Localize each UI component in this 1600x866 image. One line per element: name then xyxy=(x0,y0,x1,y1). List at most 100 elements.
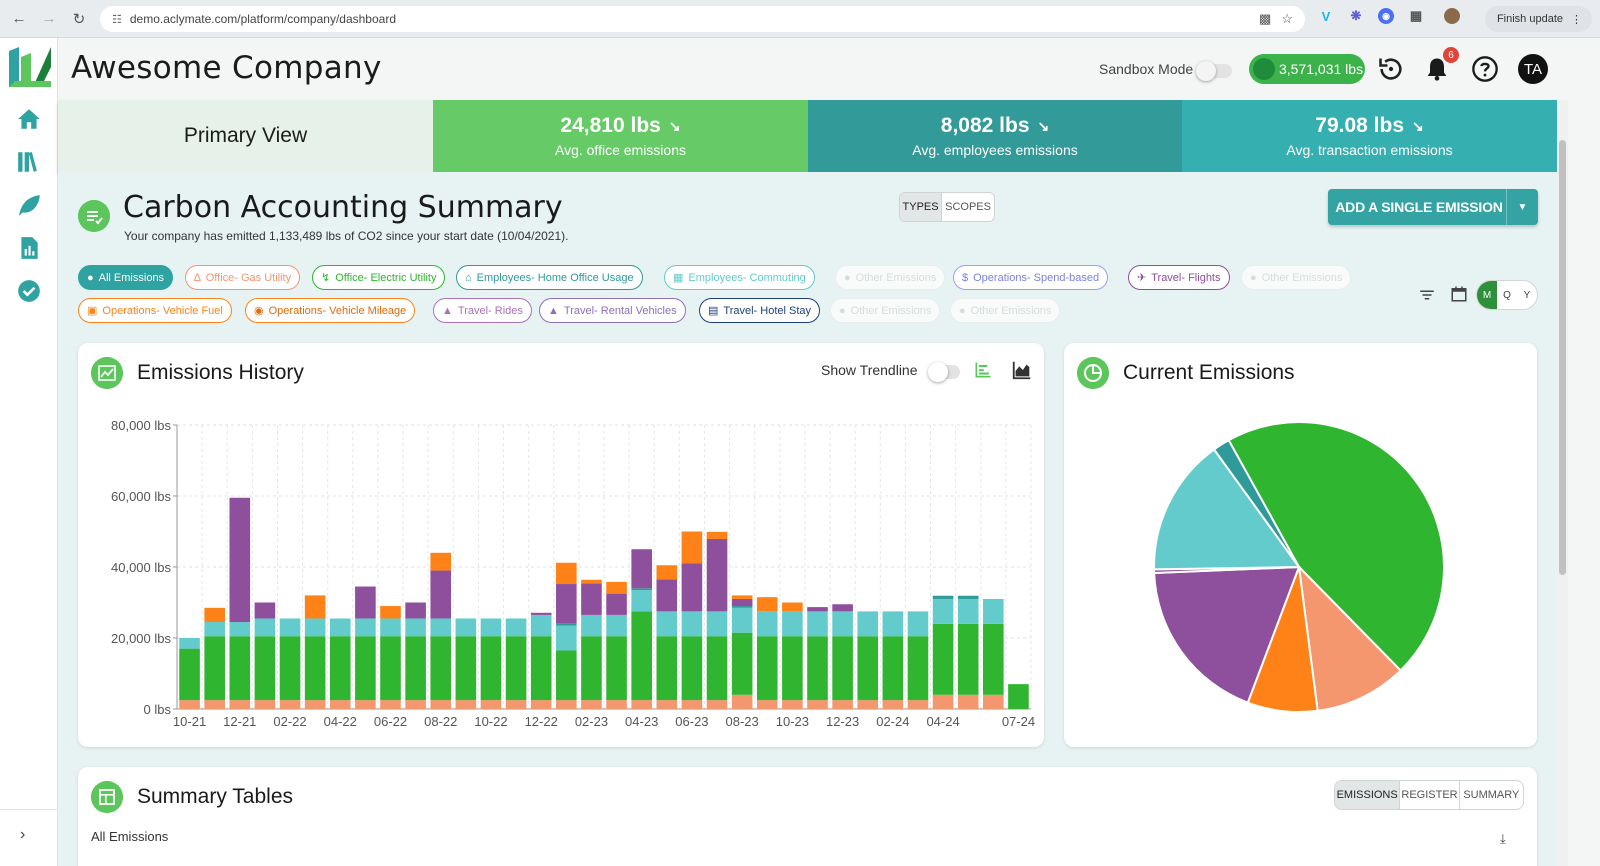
bar-segment[interactable] xyxy=(556,584,577,624)
bar-segment[interactable] xyxy=(656,700,678,709)
bar-segment[interactable] xyxy=(380,606,401,619)
bar-segment[interactable] xyxy=(179,700,200,709)
bar-segment[interactable] xyxy=(556,623,577,626)
bar-segment[interactable] xyxy=(807,636,828,701)
bar-segment[interactable] xyxy=(706,611,728,637)
bar-segment[interactable] xyxy=(907,611,929,637)
user-avatar[interactable]: TA xyxy=(1518,54,1548,84)
bar-segment[interactable] xyxy=(430,570,452,619)
bar-segment[interactable] xyxy=(430,700,452,709)
bar-segment[interactable] xyxy=(229,700,251,709)
chip-all-emissions[interactable]: ● All Emissions xyxy=(78,265,174,290)
bar-segment[interactable] xyxy=(656,565,678,580)
chip-home-office[interactable]: ⌂ Employees- Home Office Usage xyxy=(456,265,643,290)
bar-segment[interactable] xyxy=(380,700,401,709)
bar-segment[interactable] xyxy=(606,700,627,709)
bar-segment[interactable] xyxy=(756,636,778,701)
bar-segment[interactable] xyxy=(706,700,728,709)
bar-segment[interactable] xyxy=(304,618,326,637)
bar-segment[interactable] xyxy=(756,700,778,709)
back-icon[interactable]: ← xyxy=(11,10,27,27)
bar-segment[interactable] xyxy=(907,636,929,701)
bar-segment[interactable] xyxy=(832,611,853,637)
bar-segment[interactable] xyxy=(882,611,904,637)
bar-segment[interactable] xyxy=(254,602,276,619)
bar-segment[interactable] xyxy=(405,602,426,619)
bar-segment[interactable] xyxy=(329,618,351,637)
help-icon[interactable] xyxy=(1471,55,1499,83)
bar-segment[interactable] xyxy=(932,598,954,624)
bar-segment[interactable] xyxy=(581,583,602,615)
bar-segment[interactable] xyxy=(832,700,853,709)
bar-segment[interactable] xyxy=(304,595,326,619)
bar-segment[interactable] xyxy=(832,636,853,701)
period-year[interactable]: Y xyxy=(1523,289,1531,301)
chip-spend-based[interactable]: $ Operations- Spend-based xyxy=(953,265,1109,290)
bar-segment[interactable] xyxy=(882,700,904,709)
bar-segment[interactable] xyxy=(606,581,627,594)
bar-segment[interactable] xyxy=(681,563,703,612)
report-chart-icon[interactable] xyxy=(16,235,42,261)
library-books-icon[interactable] xyxy=(16,149,42,175)
aclymate-logo[interactable] xyxy=(5,43,53,91)
address-bar[interactable]: ☷ demo.aclymate.com/platform/company/das… xyxy=(100,6,1305,32)
notifications-bell-icon[interactable] xyxy=(1423,55,1451,83)
bar-segment[interactable] xyxy=(782,636,803,701)
bar-segment[interactable] xyxy=(631,590,652,612)
bar-segment[interactable] xyxy=(882,636,904,701)
bar-segment[interactable] xyxy=(355,586,376,619)
scopes-option[interactable]: SCOPES xyxy=(945,201,991,213)
bar-segment[interactable] xyxy=(430,636,452,701)
bar-segment[interactable] xyxy=(957,598,979,624)
bar-segment[interactable] xyxy=(455,618,477,637)
bar-segment[interactable] xyxy=(329,636,351,701)
bar-segment[interactable] xyxy=(355,636,376,701)
bar-segment[interactable] xyxy=(556,650,577,701)
bar-segment[interactable] xyxy=(329,700,351,709)
bar-segment[interactable] xyxy=(782,611,803,637)
pie-slice[interactable] xyxy=(1154,448,1301,571)
bar-segment[interactable] xyxy=(279,700,301,709)
bar-segment[interactable] xyxy=(530,612,552,615)
bar-segment[interactable] xyxy=(782,700,803,709)
chip-other-emissions[interactable]: ● Other Emissions xyxy=(1241,265,1352,290)
chip-flights[interactable]: ✈ Travel- Flights xyxy=(1128,265,1230,290)
bar-segment[interactable] xyxy=(480,618,502,637)
bar-segment[interactable] xyxy=(480,636,502,701)
bar-segment[interactable] xyxy=(656,636,678,701)
bar-segment[interactable] xyxy=(254,618,276,637)
expand-sidebar-icon[interactable]: › xyxy=(20,826,26,843)
bookmark-star-icon[interactable]: ☆ xyxy=(1281,11,1293,26)
extension-circle-icon[interactable]: ◉ xyxy=(1378,8,1394,24)
finish-update-button[interactable]: Finish update ⋮ xyxy=(1484,6,1592,32)
bar-segment[interactable] xyxy=(355,618,376,637)
bar-segment[interactable] xyxy=(807,700,828,709)
bar-segment[interactable] xyxy=(204,622,225,637)
bar-segment[interactable] xyxy=(556,700,577,709)
bar-segment[interactable] xyxy=(480,700,502,709)
filter-list-icon[interactable] xyxy=(1418,286,1436,304)
page-scrollbar[interactable] xyxy=(1557,100,1568,866)
bar-segment[interactable] xyxy=(430,552,452,571)
bar-segment[interactable] xyxy=(204,607,225,623)
credits-balance[interactable]: 3,571,031 lbs xyxy=(1249,54,1365,84)
bar-segment[interactable] xyxy=(430,618,452,637)
chip-vehicle-mileage[interactable]: ◉ Operations- Vehicle Mileage xyxy=(245,298,416,323)
bar-segment[interactable] xyxy=(807,607,828,612)
bar-segment[interactable] xyxy=(731,606,753,608)
bar-segment[interactable] xyxy=(380,636,401,701)
bar-segment[interactable] xyxy=(279,636,301,701)
bar-segment[interactable] xyxy=(631,611,652,701)
profile-avatar-icon[interactable] xyxy=(1444,8,1460,24)
bar-segment[interactable] xyxy=(857,636,879,701)
bar-segment[interactable] xyxy=(631,588,652,591)
bar-segment[interactable] xyxy=(279,618,301,637)
bar-segment[interactable] xyxy=(530,700,552,709)
add-single-emission-button[interactable]: ADD A SINGLE EMISSION ▼ xyxy=(1328,189,1538,225)
bar-segment[interactable] xyxy=(807,611,828,637)
chip-hotel-stay[interactable]: ▤ Travel- Hotel Stay xyxy=(699,298,821,323)
extensions-puzzle-icon[interactable]: ▦ xyxy=(1409,8,1423,23)
bar-segment[interactable] xyxy=(380,618,401,637)
bar-segment[interactable] xyxy=(505,636,527,701)
pie-slice[interactable] xyxy=(1212,438,1300,568)
